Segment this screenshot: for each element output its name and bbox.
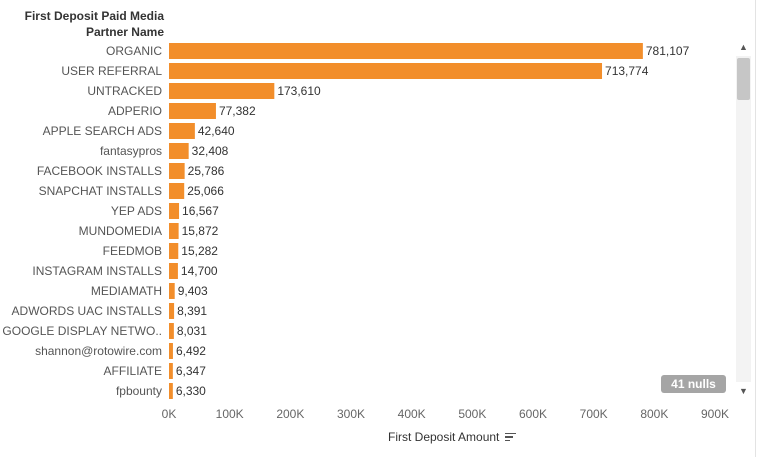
x-tick-label: 800K	[640, 407, 668, 421]
scroll-thumb[interactable]	[737, 58, 750, 100]
category-label: shannon@rotowire.com	[35, 344, 162, 358]
data-label: 16,567	[182, 204, 219, 218]
data-label: 6,347	[176, 364, 206, 378]
data-label: 77,382	[219, 104, 256, 118]
category-label: USER REFERRAL	[61, 64, 162, 78]
scroll-track[interactable]	[736, 56, 751, 382]
data-label: 14,700	[181, 264, 218, 278]
category-label: FACEBOOK INSTALLS	[37, 164, 162, 178]
bar	[169, 103, 216, 119]
scroll-up-icon[interactable]: ▲	[739, 42, 748, 52]
x-axis-title-text: First Deposit Amount	[388, 430, 500, 444]
bar	[169, 143, 189, 159]
bar	[169, 383, 173, 399]
category-label: fpbounty	[116, 384, 162, 398]
data-label: 173,610	[277, 84, 321, 98]
data-label: 15,872	[182, 224, 219, 238]
x-tick-label: 700K	[580, 407, 608, 421]
dimension-header-line2: Partner Name	[85, 25, 164, 39]
category-label: fantasypros	[100, 144, 162, 158]
x-tick-label: 400K	[398, 407, 426, 421]
x-tick-label: 900K	[701, 407, 729, 421]
category-label: FEEDMOB	[103, 244, 162, 258]
bar	[169, 83, 275, 99]
bar	[169, 303, 175, 319]
data-label: 15,282	[181, 244, 218, 258]
category-label: SNAPCHAT INSTALLS	[39, 184, 162, 198]
category-label: ORGANIC	[106, 44, 162, 58]
category-label: MUNDOMEDIA	[79, 224, 162, 238]
category-label: ADPERIO	[108, 104, 162, 118]
data-label: 8,391	[177, 304, 207, 318]
dimension-header-line1: First Deposit Paid Media	[24, 9, 164, 23]
category-label: YEP ADS	[111, 204, 162, 218]
bar	[169, 183, 185, 199]
data-label: 42,640	[198, 124, 235, 138]
data-label: 25,066	[187, 184, 224, 198]
sort-descending-icon[interactable]	[505, 432, 517, 442]
category-label: INSTAGRAM INSTALLS	[32, 264, 162, 278]
bar	[169, 343, 173, 359]
x-tick-label: 600K	[519, 407, 547, 421]
bar-chart: ORGANIC 781,107 USER REFERRAL 713,774 UNTRAC…	[2, 43, 729, 421]
data-label: 8,031	[177, 324, 207, 338]
scroll-down-icon[interactable]: ▼	[739, 386, 748, 396]
category-label: ADWORDS UAC INSTALLS	[12, 304, 162, 318]
x-tick-label: 0K	[162, 407, 177, 421]
category-label: UNTRACKED	[87, 84, 162, 98]
bar	[169, 43, 643, 59]
x-tick-label: 300K	[337, 407, 365, 421]
x-tick-label: 200K	[276, 407, 304, 421]
bar	[169, 263, 178, 279]
pane-divider	[755, 0, 756, 457]
bar	[169, 163, 185, 179]
x-tick-label: 100K	[216, 407, 244, 421]
bar	[169, 363, 173, 379]
nulls-indicator[interactable]: 41 nulls	[661, 375, 726, 393]
data-label: 25,786	[188, 164, 225, 178]
data-label: 713,774	[605, 64, 649, 78]
dimension-header: First Deposit Paid Media Partner Name	[0, 8, 164, 40]
bar	[169, 323, 174, 339]
category-label: AFFILIATE	[104, 364, 162, 378]
category-label: APPLE SEARCH ADS	[43, 124, 162, 138]
data-label: 781,107	[646, 44, 690, 58]
data-label: 9,403	[178, 284, 208, 298]
category-label: GOOGLE DISPLAY NETWO..	[2, 324, 162, 338]
bar	[169, 63, 603, 79]
bar	[169, 223, 179, 239]
x-tick-label: 500K	[458, 407, 486, 421]
data-label: 32,408	[192, 144, 229, 158]
data-label: 6,330	[176, 384, 206, 398]
bar	[169, 123, 195, 139]
data-label: 6,492	[176, 344, 206, 358]
bar	[169, 283, 175, 299]
x-axis-title: First Deposit Amount	[388, 430, 517, 444]
bar	[169, 243, 179, 259]
bar	[169, 203, 180, 219]
category-label: MEDIAMATH	[91, 284, 162, 298]
vertical-scrollbar[interactable]: ▲ ▼	[735, 40, 752, 398]
